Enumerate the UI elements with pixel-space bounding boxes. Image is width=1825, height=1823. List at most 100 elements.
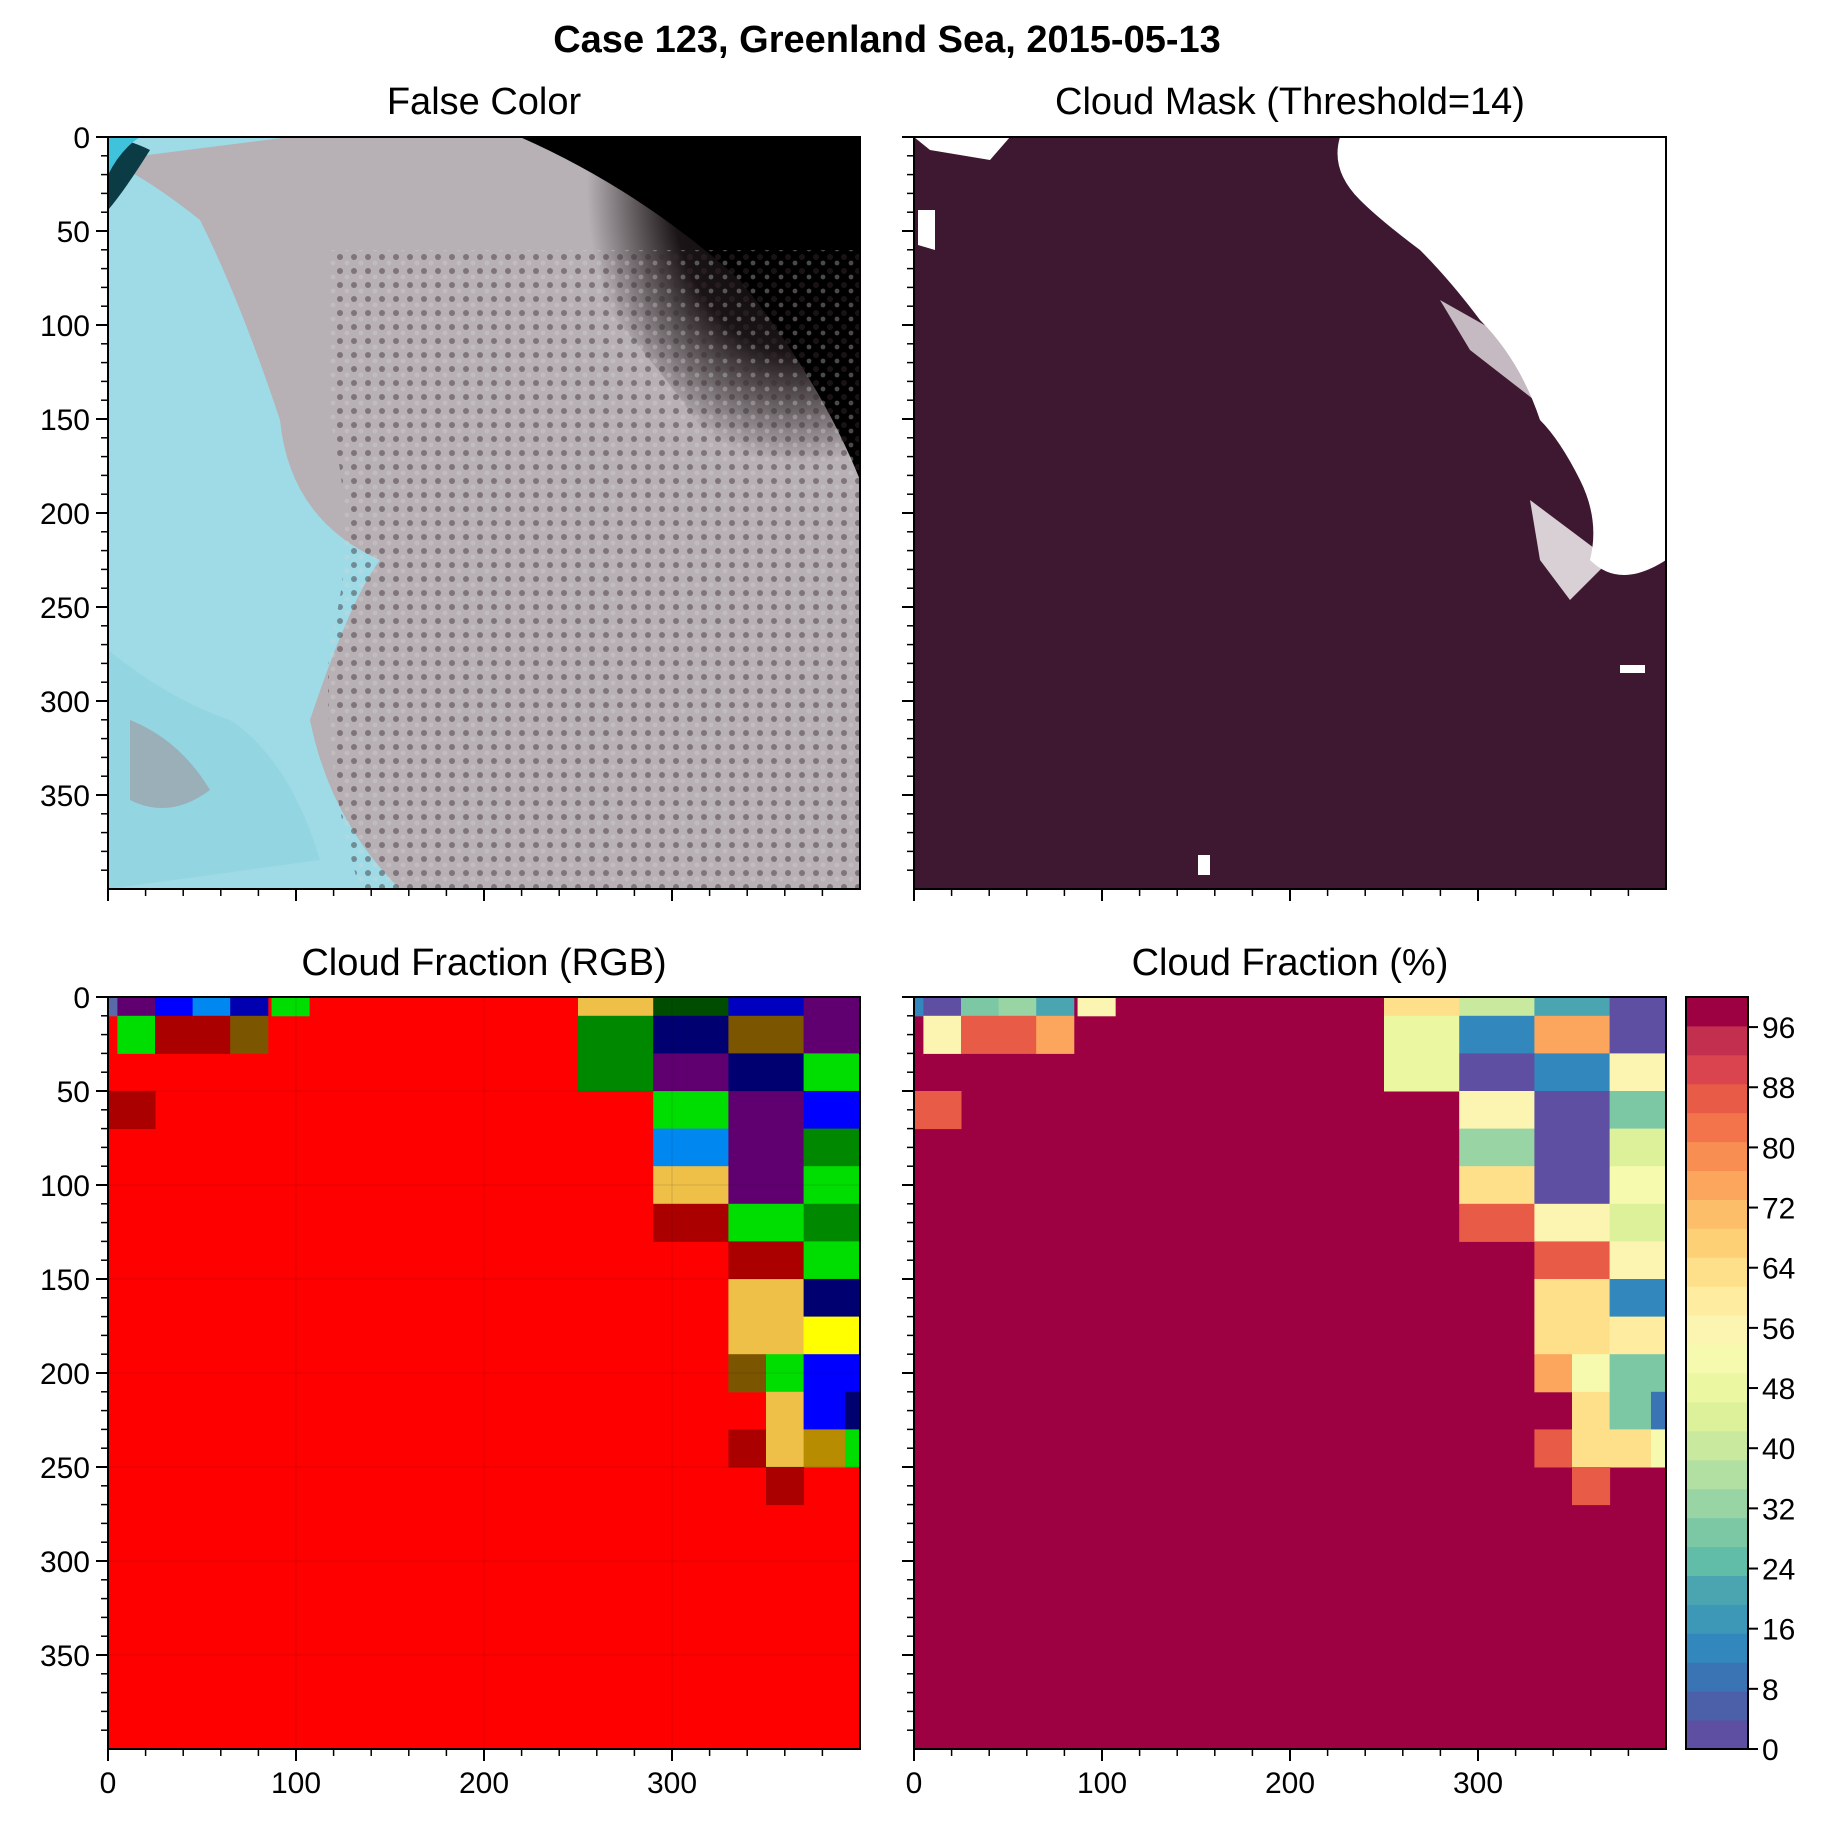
rgb-cell	[803, 1053, 860, 1092]
colorbar-tick-label: 24	[1762, 1554, 1795, 1587]
y-tick-label: 250	[40, 1452, 90, 1485]
y-tick-label: 200	[40, 498, 90, 531]
panel-title-false-color: False Color	[387, 81, 582, 123]
rgb-cell	[117, 1015, 156, 1054]
colorbar-tick-label: 96	[1762, 1012, 1795, 1045]
rgb-cell	[653, 1166, 729, 1205]
colorbar-segment	[1686, 1517, 1748, 1548]
pct-cell	[1534, 1429, 1573, 1468]
pct-cell	[1534, 1015, 1611, 1054]
pct-cell	[1459, 1203, 1535, 1242]
figure-suptitle: Case 123, Greenland Sea, 2015-05-13	[553, 19, 1221, 61]
colorbar-tick-label: 64	[1762, 1253, 1795, 1286]
pct-cell	[1459, 1053, 1535, 1092]
pct-cell	[1534, 1316, 1611, 1355]
rgb-cell	[728, 1354, 767, 1393]
false-color-image	[108, 137, 860, 889]
rgb-cell	[803, 1429, 846, 1468]
pct-cell	[1384, 1053, 1460, 1092]
pct-cell	[1459, 1091, 1535, 1130]
colorbar-segment	[1686, 1083, 1748, 1114]
rgb-cell	[653, 1128, 729, 1167]
colorbar-segment	[1686, 1199, 1748, 1229]
rgb-cell	[155, 997, 194, 1017]
y-tick-label: 100	[40, 310, 90, 343]
y-tick-label: 0	[73, 122, 90, 155]
x-tick-label: 0	[100, 1767, 117, 1800]
pct-cell	[1572, 1467, 1611, 1506]
pct-cell	[923, 997, 962, 1017]
rgb-cell	[803, 1391, 846, 1430]
pct-cell	[1534, 1053, 1611, 1092]
colorbar-tick-label: 0	[1762, 1734, 1779, 1767]
pct-cell	[961, 997, 1000, 1017]
rgb-cell	[766, 1354, 805, 1393]
rgb-cell	[578, 1015, 654, 1054]
colorbar-segment	[1686, 1112, 1748, 1143]
colorbar: 0 8 16 24 32 40 48 56 64 72 80 88 96	[1685, 996, 1795, 1767]
rgb-cell	[803, 1091, 860, 1130]
rgb-cell	[844, 1391, 860, 1430]
x-tick-label: 0	[906, 1767, 923, 1800]
y-tick-label: 300	[40, 1546, 90, 1579]
pct-cell	[1609, 1091, 1666, 1130]
colorbar-segment	[1686, 1401, 1748, 1432]
rgb-cell	[653, 997, 729, 1017]
rgb-cell	[653, 1091, 729, 1130]
axes-layer: 0 50 100 150 200 250 300 350 0 50 100 150 200 250 300 3…	[40, 122, 1667, 1800]
pct-cell	[998, 997, 1037, 1017]
y-tick-label: 50	[57, 216, 90, 249]
pct-cell	[1459, 1166, 1535, 1205]
rgb-cell	[653, 1053, 729, 1092]
colorbar-segment	[1686, 1633, 1748, 1663]
colorbar-tick-label: 8	[1762, 1674, 1779, 1707]
x-tick-label: 200	[1265, 1767, 1315, 1800]
colorbar-segment	[1686, 1286, 1748, 1316]
rgb-cell	[803, 1241, 860, 1280]
colorbar-segment	[1686, 1315, 1748, 1345]
pct-cell	[1609, 1053, 1666, 1092]
rgb-cell	[108, 997, 118, 1017]
colorbar-tick-label: 56	[1762, 1313, 1795, 1346]
pct-cell	[1609, 1128, 1666, 1167]
panel-title-cloud-fraction-rgb: Cloud Fraction (RGB)	[301, 942, 666, 984]
pct-cell	[1534, 1354, 1573, 1393]
rgb-cell	[728, 1053, 805, 1092]
pct-cell	[1036, 997, 1075, 1017]
rgb-cell	[578, 1053, 654, 1092]
x-tick-label: 200	[459, 1767, 509, 1800]
rgb-cell	[728, 1203, 805, 1242]
rgb-cell	[728, 1166, 805, 1205]
rgb-cell	[271, 997, 310, 1017]
y-tick-label: 250	[40, 592, 90, 625]
rgb-cell	[728, 1316, 805, 1355]
pct-cell	[1534, 1091, 1611, 1130]
rgb-cell	[108, 1091, 156, 1130]
pct-cell	[1459, 1015, 1535, 1054]
y-tick-label: 350	[40, 780, 90, 813]
colorbar-segment	[1686, 1546, 1748, 1576]
pct-cell	[1459, 1128, 1535, 1167]
rgb-cell	[230, 997, 269, 1017]
rgb-cell	[192, 997, 231, 1017]
rgb-cell	[803, 1166, 860, 1205]
y-tick-label: 100	[40, 1170, 90, 1203]
colorbar-tick-label: 40	[1762, 1433, 1795, 1466]
cloud-mask-image	[914, 137, 1666, 889]
rgb-cell	[653, 1015, 729, 1054]
colorbar-segment	[1686, 1575, 1748, 1605]
y-tick-label: 150	[40, 404, 90, 437]
pct-cell	[1384, 1015, 1460, 1054]
rgb-cell	[653, 1203, 729, 1242]
pct-cell	[1572, 1354, 1611, 1393]
colorbar-tick-label: 80	[1762, 1132, 1795, 1165]
rgb-cell	[766, 1429, 805, 1468]
rgb-cell	[728, 1015, 805, 1054]
colorbar-segment	[1686, 1604, 1748, 1634]
colorbar-segment	[1686, 1257, 1748, 1287]
pct-cell	[1572, 1391, 1611, 1430]
panel-title-cloud-fraction-pct: Cloud Fraction (%)	[1132, 942, 1449, 984]
colorbar-segment	[1686, 997, 1748, 1027]
rgb-cell	[155, 1015, 231, 1054]
